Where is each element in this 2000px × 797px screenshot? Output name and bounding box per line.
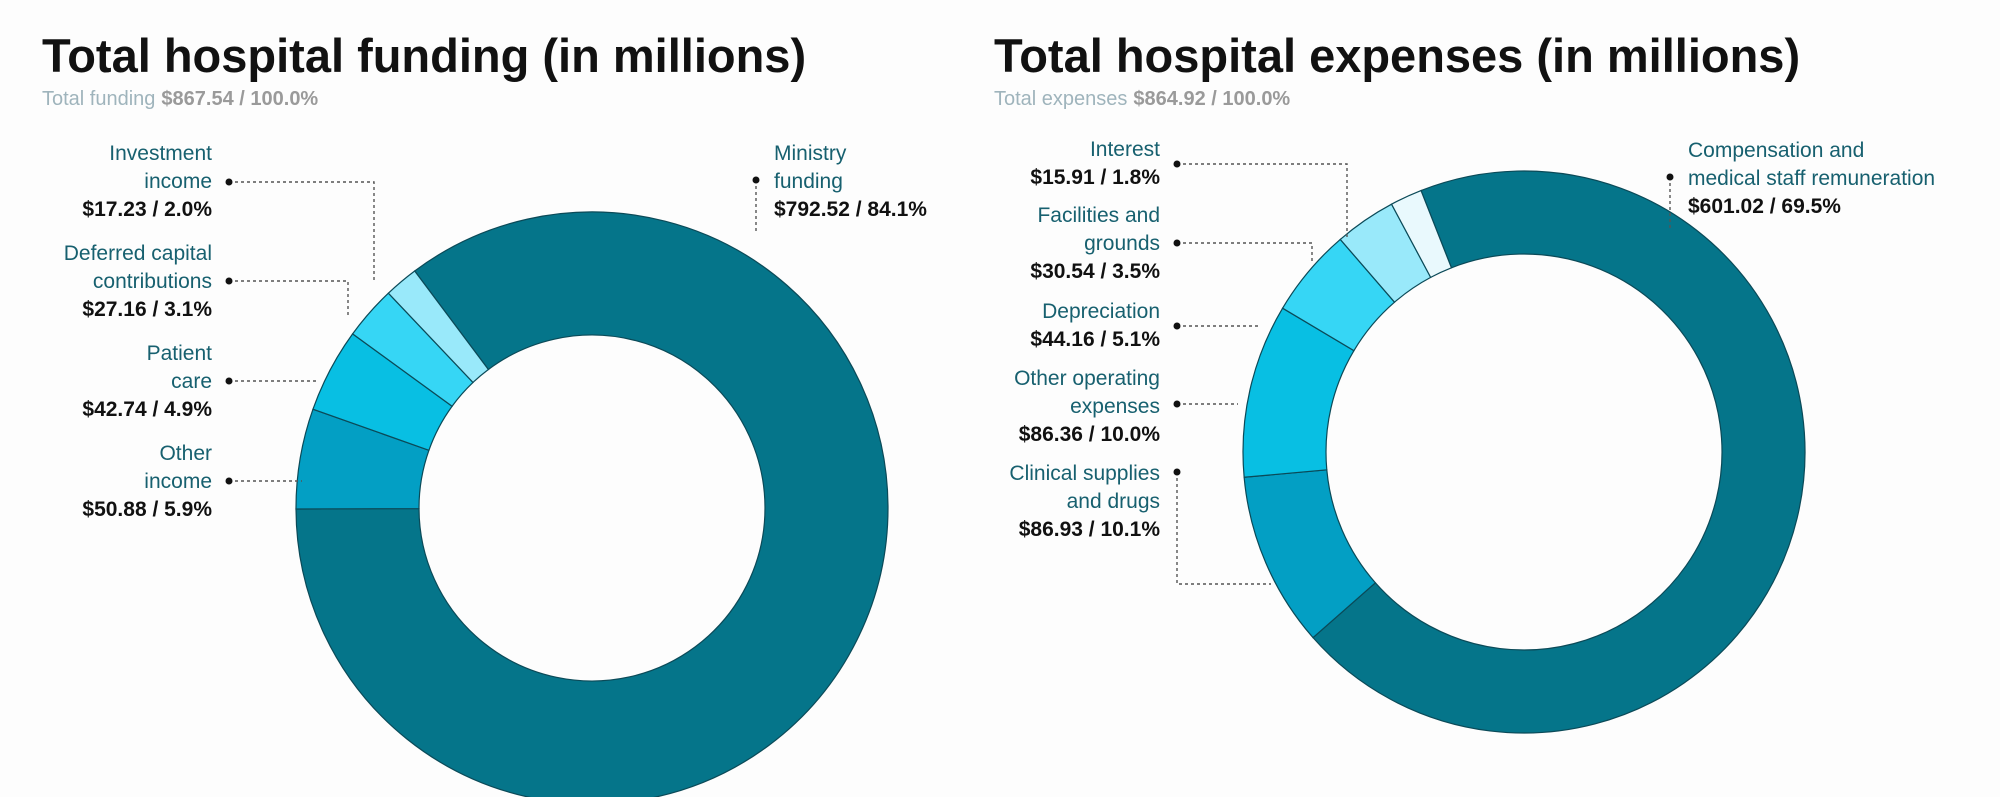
- leader-dot: [1173, 322, 1181, 330]
- slice-label-line: care: [171, 370, 212, 393]
- slice-label-line: Facilities and: [1037, 204, 1160, 227]
- leader-dot: [1173, 468, 1181, 476]
- slice-value: $15.91 / 1.8%: [1030, 166, 1160, 189]
- funding-total-line: Total funding $867.54 / 100.0%: [42, 88, 318, 110]
- expenses-total-line: Total expenses $864.92 / 100.0%: [994, 88, 1290, 110]
- slice-label-line: income: [144, 470, 212, 493]
- slice-value: $792.52 / 84.1%: [774, 198, 927, 221]
- slice-compensation-and-medical-staff-remuneration: [1312, 170, 1806, 734]
- slice-label-line: Clinical supplies: [1009, 462, 1160, 485]
- slice-label-line: Compensation and: [1688, 139, 1864, 162]
- slice-investment-income: [387, 270, 490, 384]
- leader-dot: [752, 176, 760, 184]
- slice-label-line: Ministry: [774, 142, 847, 165]
- funding-donut: Ministry funding $792.52 / 84.1% Other incom…: [64, 142, 927, 797]
- slice-label-line: funding: [774, 170, 843, 193]
- slice-label-line: contributions: [93, 270, 212, 293]
- expenses-chart-title: Total hospital expenses (in millions): [994, 29, 1800, 82]
- label-deferred-capital-contributions: Deferred capital contributions $27.16 / 3.…: [64, 242, 349, 321]
- slice-label-line: and drugs: [1067, 490, 1160, 513]
- leader-dot: [225, 477, 233, 485]
- leader-line: [229, 280, 349, 316]
- slice-ministry-funding: [295, 211, 889, 797]
- slice-value: $86.93 / 10.1%: [1019, 518, 1161, 541]
- expenses-total-value: $864.92 / 100.0%: [1133, 88, 1290, 110]
- slice-label-line: Deferred capital: [64, 242, 212, 265]
- expenses-total-label: Total expenses: [994, 88, 1127, 110]
- label-investment-income: Investment income $17.23 / 2.0%: [82, 142, 375, 280]
- slice-value: $86.36 / 10.0%: [1019, 423, 1161, 446]
- leader-dot: [225, 277, 233, 285]
- slice-value: $601.02 / 69.5%: [1688, 195, 1841, 218]
- label-patient-care: Patient care $42.74 / 4.9%: [82, 342, 319, 421]
- leader-line: [1176, 472, 1271, 585]
- funding-total-label: Total funding: [42, 88, 155, 110]
- slice-label-line: Other: [159, 442, 212, 465]
- slice-value: $42.74 / 4.9%: [82, 398, 212, 421]
- leader-dot: [1173, 400, 1181, 408]
- slice-label-line: income: [144, 170, 212, 193]
- slice-value: $44.16 / 5.1%: [1030, 328, 1160, 351]
- slice-label-line: expenses: [1070, 395, 1160, 418]
- slice-label-line: Interest: [1090, 138, 1160, 161]
- leader-dot: [1173, 239, 1181, 247]
- slice-label-line: medical staff remuneration: [1688, 167, 1935, 190]
- slice-interest: [1390, 189, 1453, 279]
- slice-label-line: Depreciation: [1042, 300, 1160, 323]
- label-depreciation: Depreciation $44.16 / 5.1%: [1030, 300, 1261, 351]
- slice-label-line: grounds: [1084, 232, 1160, 255]
- label-other-operating-expenses: Other operating expenses $86.36 / 10.0%: [1014, 367, 1238, 446]
- label-clinical-supplies-and-drugs: Clinical supplies and drugs $86.93 / 10.1%: [1009, 462, 1271, 585]
- leader-dot: [1173, 160, 1181, 168]
- expenses-donut: Compensation and medical staff remunerati…: [1009, 138, 1935, 734]
- label-facilities-and-grounds: Facilities and grounds $30.54 / 3.5%: [1030, 204, 1313, 283]
- slice-value: $27.16 / 3.1%: [82, 298, 212, 321]
- leader-line: [1177, 163, 1348, 238]
- label-other-income: Other income $50.88 / 5.9%: [82, 442, 302, 521]
- leader-dot: [225, 377, 233, 385]
- funding-chart-title: Total hospital funding (in millions): [42, 29, 806, 82]
- leader-dot: [1666, 173, 1674, 181]
- slice-label-line: Investment: [109, 142, 212, 165]
- slice-label-line: Other operating: [1014, 367, 1160, 390]
- label-compensation-and-medical-staff-remuneration: Compensation and medical staff remunerati…: [1666, 139, 1935, 230]
- funding-total-value: $867.54 / 100.0%: [161, 88, 318, 110]
- slice-value: $50.88 / 5.9%: [82, 498, 212, 521]
- label-ministry-funding: Ministry funding $792.52 / 84.1%: [752, 142, 927, 233]
- slice-value: $30.54 / 3.5%: [1030, 260, 1160, 283]
- slice-value: $17.23 / 2.0%: [82, 198, 212, 221]
- slice-label-line: Patient: [147, 342, 213, 365]
- leader-dot: [225, 178, 233, 186]
- label-interest: Interest $15.91 / 1.8%: [1030, 138, 1348, 238]
- leader-line: [229, 181, 375, 280]
- leader-line: [1177, 242, 1313, 262]
